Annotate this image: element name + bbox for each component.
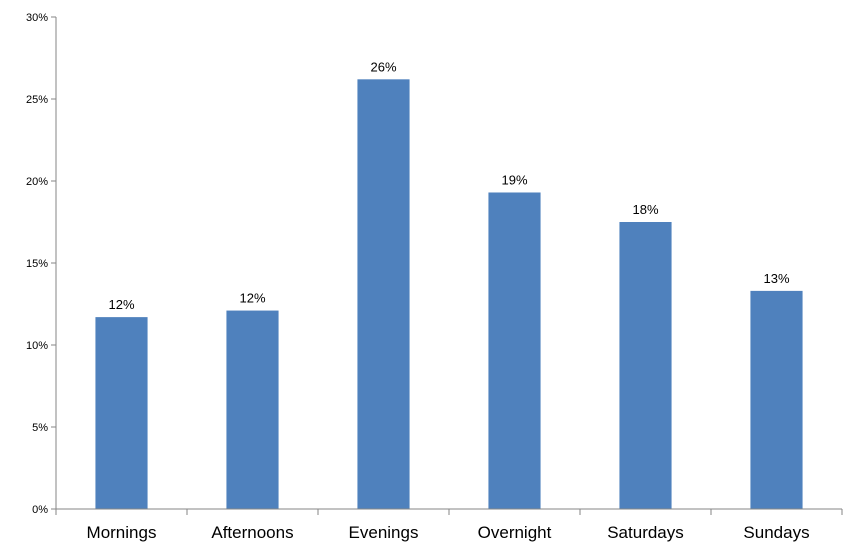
y-tick-label: 25% bbox=[26, 94, 48, 106]
y-tick-label: 30% bbox=[26, 12, 48, 24]
y-tick-label: 20% bbox=[26, 176, 48, 188]
category-labels: Mornings Afternoons Evenings Overnight Satur… bbox=[55, 509, 843, 542]
y-tick-label: 10% bbox=[26, 340, 48, 352]
bar bbox=[619, 222, 672, 509]
bar bbox=[357, 79, 410, 509]
data-label: 19% bbox=[501, 172, 527, 187]
data-label: 26% bbox=[370, 59, 396, 74]
bar bbox=[226, 310, 279, 509]
data-label: 12% bbox=[239, 291, 265, 306]
y-tick-label: 5% bbox=[32, 422, 48, 434]
category-label: Evenings bbox=[349, 523, 419, 542]
data-label: 13% bbox=[763, 271, 789, 286]
y-tick-label: 15% bbox=[26, 258, 48, 270]
category-label: Overnight bbox=[478, 523, 552, 542]
bars bbox=[95, 79, 803, 510]
category-label: Sundays bbox=[743, 523, 809, 542]
bar bbox=[750, 290, 803, 509]
category-label: Saturdays bbox=[607, 523, 684, 542]
data-labels: 12% 12% 26% 19% 18% 13% bbox=[108, 59, 789, 312]
category-label: Afternoons bbox=[211, 523, 293, 542]
y-axis-ticks: 0% 5% 10% 15% 20% 25% 30% bbox=[26, 12, 56, 516]
bar bbox=[95, 317, 148, 509]
category-label: Mornings bbox=[87, 523, 157, 542]
bar bbox=[488, 192, 541, 510]
data-label: 18% bbox=[632, 202, 658, 217]
y-tick-label: 0% bbox=[32, 504, 48, 516]
data-label: 12% bbox=[108, 297, 134, 312]
